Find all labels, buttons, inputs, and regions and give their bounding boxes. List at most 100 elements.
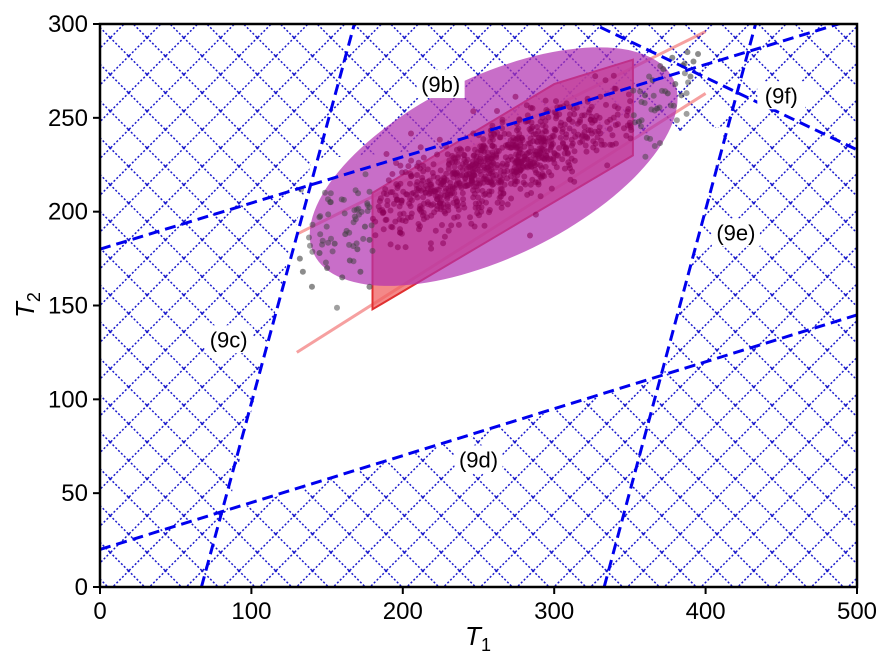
- scatter-point: [357, 268, 364, 275]
- scatter-point: [456, 145, 463, 152]
- scatter-point: [397, 226, 403, 233]
- scatter-point: [607, 141, 614, 148]
- scatter-point: [508, 180, 514, 187]
- scatter-point: [695, 51, 702, 58]
- scatter-point: [553, 98, 559, 105]
- scatter-point: [481, 191, 488, 198]
- scatter-point: [571, 148, 578, 155]
- x-tick-label: 300: [534, 598, 574, 625]
- y-tick-label: 300: [48, 11, 88, 38]
- scatter-point: [387, 241, 394, 248]
- scatter-point: [384, 202, 391, 209]
- scatter-point: [482, 173, 489, 180]
- scatter-point: [611, 103, 618, 110]
- scatter-point: [366, 236, 373, 243]
- scatter-point: [439, 222, 445, 228]
- scatter-point: [472, 200, 479, 207]
- scatter-point: [423, 182, 430, 189]
- scatter-point: [532, 211, 539, 218]
- scatter-point: [516, 149, 523, 156]
- scatter-point: [440, 174, 447, 181]
- scatter-point: [350, 219, 357, 226]
- scatter-point: [477, 143, 484, 150]
- scatter-point: [460, 196, 467, 203]
- scatter-point: [331, 240, 338, 247]
- scatter-point: [555, 152, 561, 159]
- y-tick-label: 200: [48, 199, 88, 226]
- constraint-label-bg: [416, 70, 465, 99]
- scatter-point: [468, 220, 475, 227]
- constraint-label: (9d): [459, 447, 498, 472]
- scatter-point: [486, 177, 493, 184]
- scatter-point: [494, 148, 501, 155]
- scatter-point: [494, 129, 501, 136]
- constraint-label: (9b): [421, 72, 460, 97]
- scatter-point: [670, 102, 677, 109]
- scatter-point: [504, 201, 511, 208]
- scatter-point: [577, 139, 584, 146]
- scatter-point: [440, 240, 447, 247]
- scatter-point: [307, 242, 313, 249]
- constraint-label: (9f): [765, 83, 798, 108]
- scatter-point: [513, 127, 520, 134]
- scatter-point: [408, 130, 414, 137]
- scatter-point: [513, 135, 520, 142]
- scatter-point: [494, 108, 500, 114]
- scatter-point: [673, 117, 680, 124]
- scatter-point: [354, 246, 361, 253]
- scatter-point: [612, 122, 619, 129]
- scatter-point: [366, 283, 373, 290]
- scatter-point: [651, 107, 658, 114]
- scatter-point: [339, 274, 346, 281]
- scatter-point: [317, 231, 324, 238]
- scatter-point: [504, 143, 511, 150]
- y-tick-label: 0: [75, 574, 88, 601]
- x-tick-label: 500: [837, 598, 877, 625]
- scatter-point: [461, 156, 468, 163]
- scatter-point: [638, 99, 645, 105]
- scatter-point: [444, 151, 451, 158]
- scatter-point: [637, 88, 644, 95]
- scatter-point: [522, 181, 529, 188]
- scatter-point: [394, 185, 401, 191]
- scatter-point: [582, 142, 589, 149]
- scatter-point: [368, 222, 375, 229]
- scatter-point: [445, 203, 452, 210]
- constraint-label-bg: [757, 81, 806, 110]
- scatter-point: [499, 116, 506, 123]
- scatter-point: [627, 135, 634, 142]
- scatter-point: [594, 134, 601, 141]
- scatter-point: [389, 171, 396, 177]
- scatter-point: [491, 143, 498, 150]
- x-tick-label: 100: [231, 598, 271, 625]
- scatter-point: [566, 125, 573, 132]
- scatter-point: [361, 223, 368, 230]
- scatter-point: [486, 188, 493, 195]
- scatter-point: [442, 210, 449, 217]
- scatter-point: [437, 167, 444, 174]
- scatter-point: [483, 199, 489, 206]
- scatter-point: [545, 169, 552, 175]
- scatter-point: [309, 248, 316, 255]
- scatter-point: [489, 152, 496, 158]
- scatter-point: [540, 136, 547, 143]
- scatter-point: [464, 145, 471, 152]
- scatter-point: [597, 93, 604, 100]
- scatter-point: [524, 191, 531, 198]
- scatter-point: [662, 88, 669, 95]
- scatter-point: [570, 128, 577, 135]
- scatter-point: [322, 189, 328, 196]
- scatter-point: [508, 195, 515, 202]
- scatter-point: [549, 132, 556, 139]
- scatter-point: [445, 161, 452, 168]
- scatter-point: [475, 194, 482, 201]
- scatter-point: [309, 221, 316, 228]
- scatter-point: [552, 126, 559, 133]
- scatter-point: [447, 183, 454, 190]
- scatter-point: [683, 110, 690, 117]
- scatter-point: [596, 124, 603, 131]
- scatter-point: [375, 203, 382, 210]
- scatter-point: [534, 123, 541, 130]
- y-tick-label: 250: [48, 105, 88, 132]
